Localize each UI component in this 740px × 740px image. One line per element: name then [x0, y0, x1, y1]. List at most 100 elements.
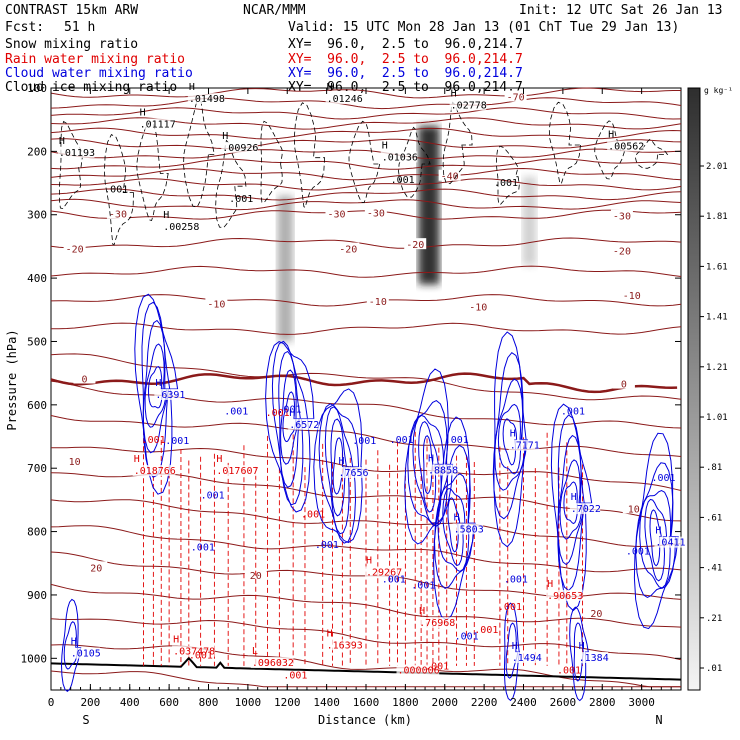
rain-max-label-bg	[132, 465, 176, 477]
rain-max-value: .096032	[252, 658, 294, 669]
cloud-water-max-marker: H	[571, 492, 577, 503]
cloud-water-contour	[134, 293, 179, 495]
cloud-water-contour	[265, 341, 315, 513]
rain-max-value: .018766	[134, 466, 176, 477]
cloud-water-contour	[141, 301, 171, 478]
cloud-water-contour-label: .001	[224, 406, 248, 417]
snow-contour-label: .001	[391, 175, 415, 186]
y-axis-label: Pressure (hPa)	[5, 329, 19, 430]
y-tick-label: 200	[27, 145, 47, 158]
rain-max-label-bg	[365, 566, 402, 578]
y-tick-label: 1000	[21, 652, 48, 665]
isotherm-label: 10	[69, 457, 81, 468]
y-tick-label: 900	[27, 589, 47, 602]
cloud-water-contour-label: .001	[315, 540, 339, 551]
colorbar-label: .81	[706, 463, 722, 473]
isotherm-line	[50, 107, 682, 120]
rain-max-value: .000006	[398, 666, 440, 677]
isotherm-label: 20	[90, 563, 102, 574]
cloud-water-max-label-bg	[452, 523, 484, 535]
cloud-water-max-value: .6572	[289, 420, 319, 431]
cloud-water-contour-label: .001	[411, 581, 435, 592]
colorbar-label: 1.61	[706, 262, 728, 272]
isotherm-label: -30	[367, 208, 385, 219]
colorbar-label: 1.21	[706, 363, 728, 373]
cloud-water-contour	[313, 388, 363, 544]
colorbar-label: .21	[706, 614, 722, 624]
freezing-level-line	[50, 372, 678, 394]
rain-max-marker: H	[547, 579, 553, 590]
isotherm-label-bg	[205, 297, 228, 309]
snow-shading-column	[522, 176, 537, 266]
rain-max-marker: H	[134, 454, 140, 465]
cloud-water-contours	[60, 293, 679, 702]
x-axis-right-end-label: N	[655, 713, 662, 727]
cloud-water-contour	[271, 340, 309, 506]
rain-max-marker: H	[173, 635, 179, 646]
cloud-water-max-marker: H	[512, 641, 518, 652]
snow-max-value: .00926	[222, 143, 258, 154]
cloud-water-contour	[493, 331, 528, 548]
cloud-water-contour-label: .001	[561, 406, 585, 417]
isotherm-label: -70	[507, 93, 525, 104]
snow-max-marker: H	[222, 131, 228, 142]
y-tick-label: 800	[27, 526, 47, 539]
snow-contour	[293, 102, 326, 208]
rain-contour-label: .001	[498, 602, 522, 613]
isotherm-label-bg	[73, 372, 96, 384]
snow-contour	[548, 101, 581, 185]
isotherm-line	[51, 322, 682, 335]
rain-max-label-bg	[215, 465, 259, 477]
cloud-water-max-marker: H	[289, 408, 295, 419]
isotherm-label: -20	[406, 240, 424, 251]
snow-shading-column	[418, 126, 440, 285]
snow-contour	[398, 126, 431, 198]
isotherm-label: -10	[207, 300, 225, 311]
isotherm-label-bg	[85, 561, 108, 573]
isotherm-label: -10	[623, 291, 641, 302]
cloud-water-contour	[433, 416, 476, 621]
x-axis-label: Distance (km)	[318, 713, 412, 727]
snow-max-label-bg	[449, 99, 487, 111]
isotherm-label-bg	[610, 244, 633, 256]
cloud-water-contour-label: .001	[191, 543, 215, 554]
isotherm-label-bg	[467, 300, 490, 312]
cloud-water-contour	[442, 487, 466, 567]
cloud-water-max-value: .6391	[155, 390, 185, 401]
cloud-water-contour	[635, 462, 677, 598]
snow-contour	[215, 139, 247, 229]
isotherm-line	[50, 97, 682, 110]
rain-max-value: .76968	[419, 618, 455, 629]
cloud-water-max-value: .1384	[579, 653, 609, 664]
x-tick-label: 2800	[589, 696, 616, 709]
cloud-water-contour	[280, 369, 300, 465]
rain-max-value: .29267	[366, 567, 402, 578]
isotherm-line	[50, 294, 682, 307]
center-name: NCAR/MMM	[243, 3, 306, 18]
snow-max-label-bg	[325, 93, 363, 105]
cloud-water-contour	[633, 432, 679, 630]
cloud-water-contour	[649, 509, 662, 567]
x-tick-label: 0	[48, 696, 55, 709]
cloud-water-contour	[278, 350, 301, 488]
x-tick-label: 1400	[313, 696, 340, 709]
isotherm-label: 0	[81, 374, 87, 385]
valid-time: Valid: 15 UTC Mon 28 Jan 13 (01 ChT Tue …	[288, 20, 680, 35]
cloud-water-max-label-bg	[288, 418, 319, 430]
snow-max-marker: H	[608, 130, 614, 141]
snow-contours	[59, 95, 669, 246]
cloud-water-contour-label: .001	[201, 491, 225, 502]
rain-max-label-bg	[250, 657, 294, 669]
field-name-snow: Snow mixing ratio	[5, 37, 139, 52]
cloud-water-max-label-bg	[337, 466, 368, 478]
rain-contour-label: .001	[557, 666, 581, 677]
cloud-water-max-marker: H	[510, 429, 516, 440]
cloud-water-max-value: .7656	[338, 468, 368, 479]
isotherm-label-bg	[364, 206, 387, 218]
cloud-water-contour	[639, 489, 672, 589]
cloud-water-contour-label: .001	[277, 404, 301, 415]
x-tick-label: 2400	[510, 696, 537, 709]
cloud-water-contour	[644, 498, 668, 582]
cloud-water-contour	[332, 437, 345, 495]
